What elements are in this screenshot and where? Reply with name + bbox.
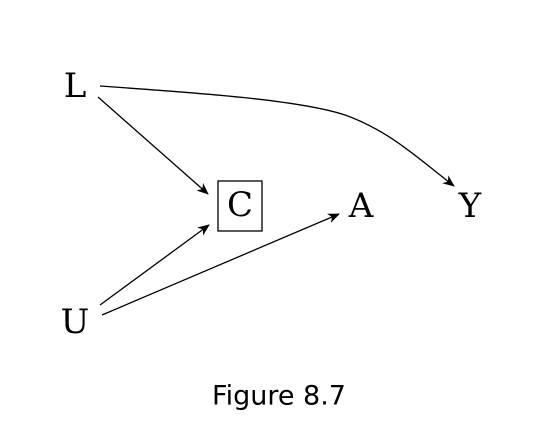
node-u-label: U	[61, 302, 90, 342]
edge-l-to-c	[97, 96, 209, 195]
node-c-label: C	[227, 185, 253, 225]
figure-caption: Figure 8.7	[212, 381, 346, 412]
node-a-label: A	[348, 186, 374, 226]
edge-l-to-y	[99, 85, 455, 187]
node-y-label: Y	[458, 186, 482, 226]
node-c-box	[217, 180, 263, 232]
edge-u-to-c	[99, 224, 210, 306]
node-l-label: L	[64, 66, 87, 106]
edge-u-to-a	[101, 213, 340, 316]
